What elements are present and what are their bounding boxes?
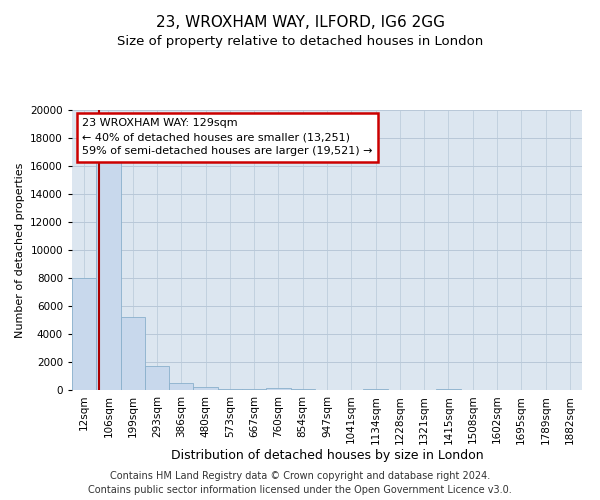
Bar [218, 388, 242, 390]
Bar [145, 366, 169, 390]
Text: Contains HM Land Registry data © Crown copyright and database right 2024.
Contai: Contains HM Land Registry data © Crown c… [88, 471, 512, 495]
Text: 23, WROXHAM WAY, ILFORD, IG6 2GG: 23, WROXHAM WAY, ILFORD, IG6 2GG [155, 15, 445, 30]
Bar [193, 387, 218, 390]
Text: Size of property relative to detached houses in London: Size of property relative to detached ho… [117, 35, 483, 48]
Bar [96, 159, 121, 390]
Bar [266, 388, 290, 390]
X-axis label: Distribution of detached houses by size in London: Distribution of detached houses by size … [170, 449, 484, 462]
Bar [121, 317, 145, 390]
Bar [169, 383, 193, 390]
Text: 23 WROXHAM WAY: 129sqm
← 40% of detached houses are smaller (13,251)
59% of semi: 23 WROXHAM WAY: 129sqm ← 40% of detached… [82, 118, 373, 156]
Bar [72, 278, 96, 390]
Y-axis label: Number of detached properties: Number of detached properties [14, 162, 25, 338]
